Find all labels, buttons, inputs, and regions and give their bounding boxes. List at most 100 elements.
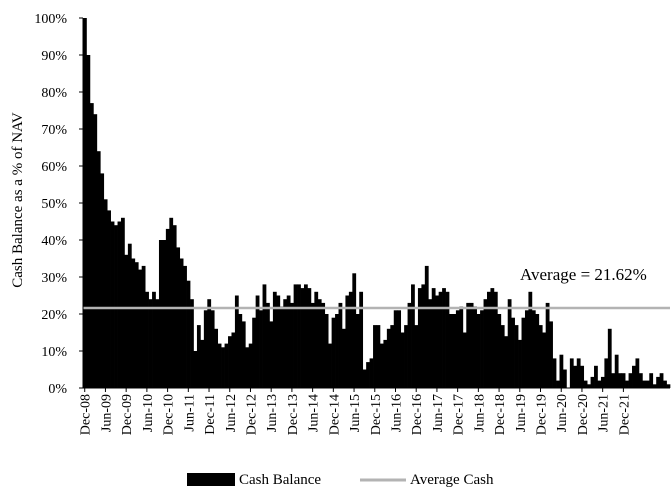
bar <box>400 332 405 388</box>
bar <box>483 299 488 388</box>
bar <box>421 284 426 388</box>
bar <box>245 347 250 388</box>
bar <box>241 321 246 388</box>
bar <box>452 314 457 388</box>
bar <box>293 284 298 388</box>
bar <box>580 365 585 388</box>
bar <box>120 217 125 388</box>
y-tick-label: 10% <box>41 345 67 360</box>
x-tick-label: Dec-14 <box>327 394 342 435</box>
bar-series-cash-balance <box>83 18 671 388</box>
bar <box>411 284 415 388</box>
bar <box>141 265 146 388</box>
legend-label-cash-balance: Cash Balance <box>239 472 321 488</box>
bar <box>459 306 464 388</box>
bar <box>397 310 402 388</box>
bar <box>590 376 595 388</box>
bar <box>127 243 132 388</box>
bar <box>162 240 167 388</box>
bar <box>131 258 136 388</box>
bar <box>176 247 181 388</box>
bar <box>476 314 481 388</box>
bar <box>666 384 671 388</box>
bar <box>224 343 229 388</box>
x-tick-label: Jun-10 <box>141 394 156 432</box>
bar <box>373 325 377 388</box>
bar <box>649 373 654 388</box>
legend-label-average-cash: Average Cash <box>410 472 494 488</box>
x-tick-label: Jun-14 <box>307 394 322 432</box>
bar <box>148 299 153 388</box>
bar <box>355 314 360 388</box>
bar <box>297 284 301 388</box>
bar <box>462 332 467 388</box>
bar <box>345 295 350 388</box>
x-tick-label: Jun-18 <box>472 394 487 432</box>
bar <box>511 317 515 388</box>
x-tick-label: Dec-12 <box>244 394 259 435</box>
bar <box>407 302 412 388</box>
axes <box>79 17 670 392</box>
y-tick-label: 90% <box>41 49 67 64</box>
bar <box>645 380 650 388</box>
bar <box>597 380 602 388</box>
bar <box>352 273 357 388</box>
bar <box>497 314 502 388</box>
bar <box>642 380 647 388</box>
bar <box>200 339 205 388</box>
bar <box>179 258 184 388</box>
bar <box>231 332 236 388</box>
bar <box>331 317 336 388</box>
bar <box>203 310 208 388</box>
x-tick-label: Dec-13 <box>286 394 301 435</box>
bar <box>538 325 543 388</box>
bar <box>573 365 578 388</box>
x-tick-label: Dec-19 <box>535 394 550 435</box>
bar <box>545 302 550 388</box>
bar <box>455 310 460 388</box>
legend: Cash Balance Average Cash <box>187 472 494 488</box>
average-annotation: Average = 21.62% <box>520 265 647 284</box>
bar <box>535 314 540 388</box>
bar <box>262 284 267 388</box>
bar <box>576 358 581 388</box>
y-tick-label: 80% <box>41 86 67 101</box>
bar <box>621 373 626 388</box>
bar <box>190 299 194 388</box>
bar <box>307 288 312 388</box>
x-tick-label: Jun-13 <box>265 394 280 432</box>
bar <box>583 380 588 388</box>
bar <box>103 199 108 388</box>
bar <box>359 291 364 388</box>
bar <box>155 299 160 388</box>
bar <box>366 362 370 388</box>
bar <box>238 314 243 388</box>
y-tick-label: 70% <box>41 123 67 138</box>
bar <box>290 302 294 388</box>
bar <box>152 291 156 388</box>
x-tick-label: Dec-18 <box>493 394 508 435</box>
bar <box>100 173 105 388</box>
x-tick-labels: Dec-08 Jun-09 Dec-09 Jun-10 Dec-10 Jun-11 Dec-… <box>79 394 633 435</box>
y-tick-label: 0% <box>48 382 67 397</box>
x-tick-label: Jun-21 <box>597 394 612 432</box>
bar <box>228 336 232 388</box>
bar <box>310 302 315 388</box>
bar <box>514 325 519 388</box>
bar <box>348 291 353 388</box>
bar <box>328 343 332 388</box>
y-tick-labels: 0% 10% 20% 30% 40% 50% 60% 70% 80% 90% 100% <box>34 12 67 397</box>
bar <box>490 288 495 388</box>
bar <box>317 299 322 388</box>
bar <box>210 310 215 388</box>
y-axis-title: Cash Balance as a % of NAV <box>10 112 26 288</box>
bar <box>618 373 623 388</box>
x-tick-label: Jun-17 <box>431 394 446 432</box>
bar <box>404 325 408 388</box>
bar <box>217 343 222 388</box>
bar <box>607 328 612 388</box>
bar <box>604 358 609 388</box>
bar <box>196 325 201 388</box>
y-tick-label: 60% <box>41 160 67 175</box>
